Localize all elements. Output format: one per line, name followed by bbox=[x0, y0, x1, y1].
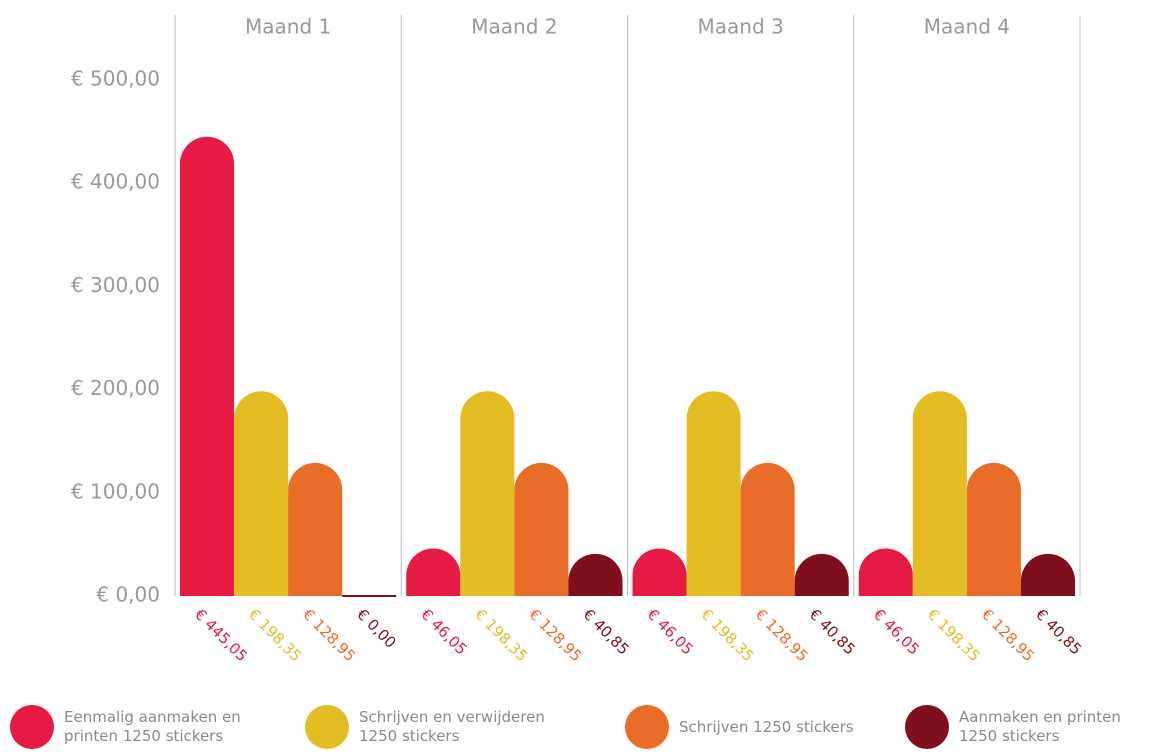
legend-swatch bbox=[10, 705, 54, 749]
value-label: € 198,35 bbox=[471, 605, 531, 665]
bar bbox=[1020, 553, 1075, 596]
legend-item: Aanmaken en printen 1250 stickers bbox=[905, 700, 1155, 754]
legend-label: Schrijven 1250 stickers bbox=[679, 717, 854, 736]
value-label: € 198,35 bbox=[698, 605, 758, 665]
y-tick-label: € 0,00 bbox=[96, 583, 160, 607]
y-tick-label: € 200,00 bbox=[71, 376, 160, 400]
value-label: € 128,95 bbox=[978, 605, 1038, 665]
value-label: € 46,05 bbox=[417, 605, 470, 658]
value-label: € 46,05 bbox=[870, 605, 923, 658]
legend-swatch bbox=[625, 705, 669, 749]
bar bbox=[912, 391, 967, 596]
chart: € 0,00 € 100,00 € 200,00 € 300,00 € 400,00 € … bbox=[71, 15, 1085, 666]
bar bbox=[234, 391, 289, 596]
value-label: € 128,95 bbox=[752, 605, 812, 665]
value-label: € 198,35 bbox=[924, 605, 984, 665]
value-label: € 46,05 bbox=[644, 605, 697, 658]
bar bbox=[686, 391, 741, 596]
bar bbox=[180, 136, 235, 596]
value-label: € 128,95 bbox=[525, 605, 585, 665]
value-label: € 128,95 bbox=[299, 605, 359, 665]
legend-item: Eenmalig aanmaken en printen 1250 sticke… bbox=[10, 700, 264, 754]
y-tick-label: € 500,00 bbox=[71, 67, 160, 91]
legend-label: Schrijven en verwijderen 1250 stickers bbox=[359, 708, 545, 745]
value-label: € 0,00 bbox=[353, 605, 399, 651]
value-label: € 40,85 bbox=[806, 605, 859, 658]
bar bbox=[568, 553, 623, 596]
value-label: € 40,85 bbox=[1032, 605, 1085, 658]
bar bbox=[288, 462, 343, 596]
legend-item: Schrijven 1250 stickers bbox=[625, 700, 879, 754]
bar bbox=[632, 548, 687, 596]
value-label: € 445,05 bbox=[191, 605, 251, 665]
bar bbox=[740, 462, 795, 596]
value-label: € 198,35 bbox=[245, 605, 305, 665]
legend: Eenmalig aanmaken en printen 1250 sticke… bbox=[0, 700, 1155, 754]
y-tick-label: € 300,00 bbox=[71, 273, 160, 297]
category-label: Maand 3 bbox=[698, 15, 784, 39]
bar bbox=[514, 462, 569, 596]
legend-swatch bbox=[305, 705, 349, 749]
bar bbox=[460, 391, 515, 596]
category-label: Maand 1 bbox=[245, 15, 331, 39]
value-label: € 40,85 bbox=[579, 605, 632, 658]
category-label: Maand 2 bbox=[471, 15, 557, 39]
bar bbox=[342, 595, 397, 597]
legend-label: Aanmaken en printen 1250 stickers bbox=[959, 708, 1121, 745]
legend-label: Eenmalig aanmaken en printen 1250 sticke… bbox=[64, 708, 241, 745]
y-tick-label: € 400,00 bbox=[71, 170, 160, 194]
bar bbox=[794, 553, 849, 596]
legend-swatch bbox=[905, 705, 949, 749]
y-tick-label: € 100,00 bbox=[71, 479, 160, 503]
legend-item: Schrijven en verwijderen 1250 stickers bbox=[305, 700, 559, 754]
bar bbox=[858, 548, 913, 596]
bar bbox=[406, 548, 461, 596]
bar bbox=[966, 462, 1021, 596]
category-label: Maand 4 bbox=[924, 15, 1010, 39]
